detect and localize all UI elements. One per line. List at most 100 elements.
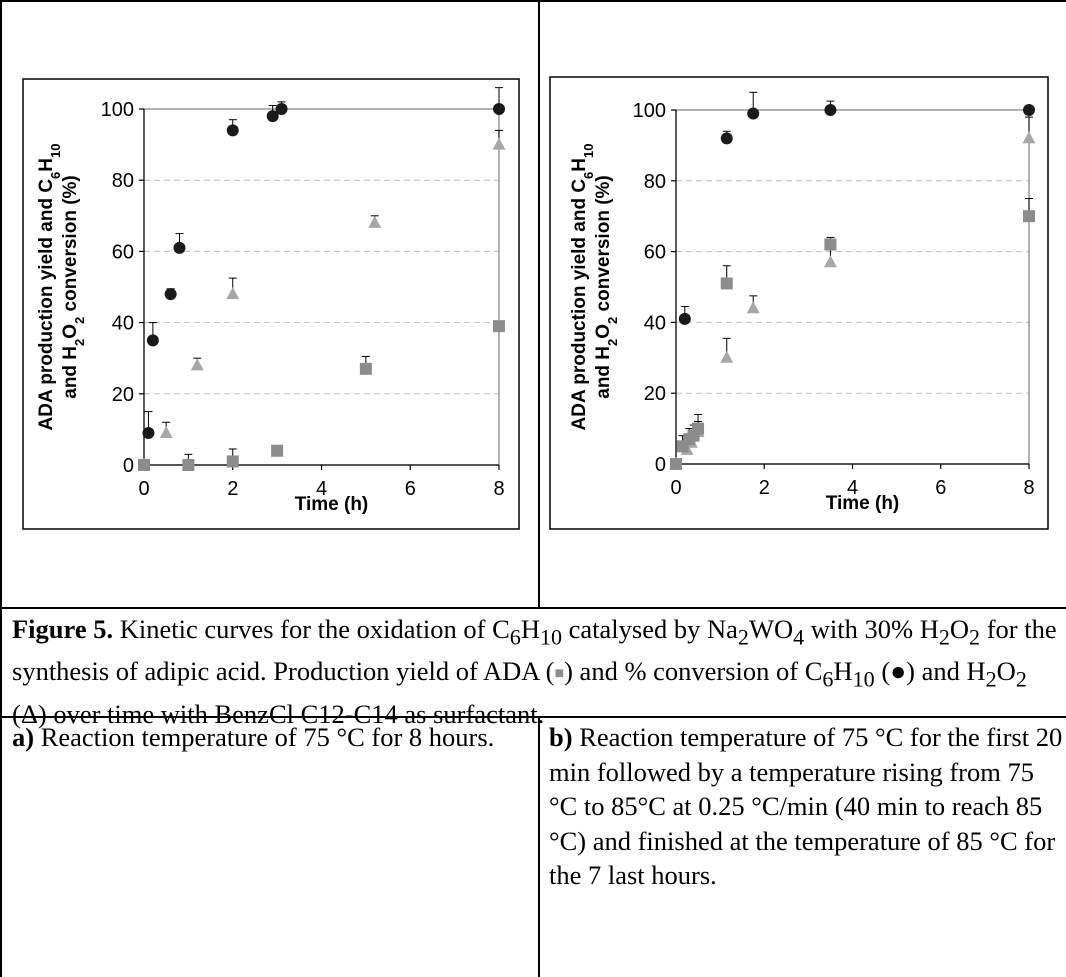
caption-sub: 2: [1015, 666, 1027, 692]
caption-text: (●) and H: [874, 656, 986, 687]
point-h2o2: [492, 137, 506, 150]
label-part: 6: [581, 172, 596, 179]
chart-frame: [22, 78, 520, 530]
label-part: 2: [605, 339, 620, 346]
subcaption-b-text: Reaction temperature of 75 °C for the fi…: [549, 722, 1063, 890]
y-tick-label: 60: [644, 242, 666, 264]
x-axis-label: Time (h): [826, 493, 900, 514]
point-c6h10: [824, 104, 837, 116]
point-h2o2: [1022, 131, 1036, 144]
caption-sub: 10: [539, 624, 563, 650]
subcaption-a-text: Reaction temperature of 75 °C for 8 hour…: [34, 722, 495, 752]
label-part: conversion (%): [593, 175, 614, 316]
x-tick-label: 2: [227, 478, 238, 500]
caption-sub: 2: [985, 666, 997, 692]
y-tick-label: 20: [112, 384, 134, 406]
point-c6h10: [173, 241, 186, 254]
point-c6h10: [678, 312, 691, 325]
square-symbol: ■: [554, 665, 565, 683]
caption-sub: 4: [793, 624, 805, 650]
point-ada: [670, 458, 682, 470]
y-tick-label: 100: [101, 99, 134, 121]
x-tick-label: 4: [847, 477, 858, 499]
x-tick-label: 8: [1023, 477, 1034, 499]
table-left-border: [0, 0, 2, 977]
label-part: ADA production yield and C: [36, 179, 57, 431]
point-h2o2: [746, 301, 760, 314]
label-part: O: [60, 324, 81, 339]
figure-caption: Figure 5. Kinetic curves for the oxidati…: [12, 612, 1062, 731]
caption-sub: 2: [938, 624, 950, 650]
caption-sub: 6: [822, 666, 834, 692]
caption-text: (Δ) over time with BenzCl C12-C14 as sur…: [12, 698, 545, 729]
point-ada: [359, 362, 372, 375]
point-h2o2: [159, 425, 173, 438]
x-tick-label: 0: [138, 478, 149, 500]
label-part: and H: [60, 346, 81, 399]
caption-sub: 6: [509, 624, 521, 650]
label-part: 2: [72, 317, 87, 324]
point-h2o2: [823, 255, 837, 268]
label-part: 6: [48, 172, 63, 179]
point-h2o2: [368, 215, 382, 228]
y-tick-label: 20: [644, 383, 666, 405]
caption-text: WO: [748, 614, 794, 644]
point-ada: [182, 459, 195, 471]
chart-panel-a: 0 20 40 60 80 100 0 2 4 6 8 Time (h) ADA production …: [22, 78, 520, 535]
point-c6h10: [164, 288, 177, 301]
chart-panel-b: 0 20 40 60 80 100 0 2 4 6 8 Time (h) ADA production …: [549, 76, 1049, 535]
point-c6h10: [146, 334, 159, 347]
point-c6h10: [275, 103, 288, 115]
y-tick-label: 0: [655, 454, 666, 476]
caption-sub: 10: [852, 666, 875, 692]
table-mid-divider-bottom: [538, 716, 540, 977]
x-tick-label: 0: [670, 477, 681, 499]
plot-area: [143, 108, 500, 466]
y-axis-label-line2: and H2O2 conversion (%): [593, 175, 620, 399]
y-axis-label-line1: ADA production yield and C6H10: [36, 143, 63, 430]
label-part: H: [569, 158, 590, 172]
subcaption-b: b) Reaction temperature of 75 °C for the…: [549, 720, 1063, 893]
label-part: ADA production yield and C: [569, 179, 590, 431]
y-axis-label-line2: and H2O2 conversion (%): [60, 175, 87, 399]
point-c6h10: [142, 426, 155, 439]
point-c6h10: [226, 124, 239, 137]
y-tick-label: 40: [112, 313, 134, 335]
point-ada: [226, 455, 239, 468]
x-axis-label: Time (h): [295, 494, 369, 515]
y-tick-label: 40: [644, 312, 666, 334]
point-h2o2: [720, 350, 734, 363]
x-tick-label: 6: [935, 477, 946, 499]
table-row-divider-1: [0, 607, 1066, 609]
x-tick-label: 8: [493, 478, 504, 500]
y-tick-label: 0: [123, 455, 134, 477]
caption-sub: 2: [969, 624, 981, 650]
x-tick-label: 6: [405, 478, 416, 500]
caption-text: ) and % conversion of C: [564, 656, 823, 687]
point-ada: [1023, 210, 1035, 223]
figure-label: Figure 5.: [12, 614, 114, 644]
caption-text: Kinetic curves for the oxidation of C: [113, 614, 510, 644]
label-part: H: [36, 158, 57, 172]
point-c6h10: [720, 132, 733, 145]
label-part: O: [593, 324, 614, 339]
label-part: 10: [581, 143, 596, 157]
point-c6h10: [747, 107, 760, 120]
subcaption-b-label: b): [549, 722, 573, 752]
label-part: 10: [48, 143, 63, 157]
caption-text: O: [949, 614, 970, 644]
point-ada: [692, 422, 705, 435]
caption-text: O: [996, 656, 1016, 687]
point-c6h10: [493, 103, 505, 115]
point-ada: [138, 459, 150, 471]
point-c6h10: [1023, 104, 1035, 116]
y-tick-label: 100: [633, 100, 666, 122]
label-part: 2: [72, 339, 87, 346]
table-mid-divider-top: [538, 0, 540, 608]
y-tick-label: 80: [112, 170, 134, 192]
y-axis-label-line1: ADA production yield and C6H10: [569, 143, 596, 430]
x-tick-label: 4: [316, 478, 327, 500]
point-ada: [720, 277, 733, 290]
chart-a: 0 20 40 60 80 100 0 2 4 6 8 Time (h) ADA production …: [22, 78, 520, 530]
